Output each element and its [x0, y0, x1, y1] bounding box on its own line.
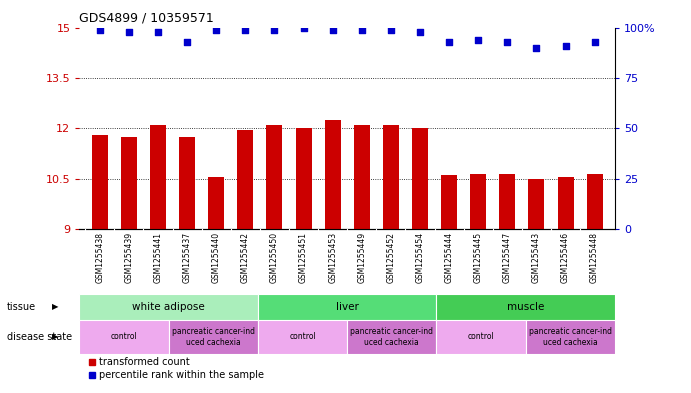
Text: pancreatic cancer-ind
uced cachexia: pancreatic cancer-ind uced cachexia [529, 327, 612, 347]
Point [182, 39, 193, 45]
Bar [354, 125, 370, 229]
Bar [296, 128, 312, 229]
Text: GSM1255454: GSM1255454 [415, 232, 424, 283]
Bar [441, 175, 457, 229]
Bar [267, 125, 283, 229]
Text: GSM1255437: GSM1255437 [182, 232, 191, 283]
Text: GSM1255452: GSM1255452 [386, 232, 395, 283]
Text: pancreatic cancer-ind
uced cachexia: pancreatic cancer-ind uced cachexia [172, 327, 255, 347]
Text: GSM1255441: GSM1255441 [153, 232, 162, 283]
Bar [121, 137, 137, 229]
Point [153, 28, 164, 35]
Bar [587, 174, 603, 229]
Bar [258, 294, 437, 320]
Point [298, 24, 309, 31]
Bar [412, 128, 428, 229]
Point [327, 26, 338, 33]
Point [589, 39, 600, 45]
Bar [237, 130, 254, 229]
Text: control: control [468, 332, 495, 342]
Bar [79, 320, 169, 354]
Text: tissue: tissue [7, 302, 36, 312]
Bar [169, 320, 258, 354]
Point [357, 26, 368, 33]
Bar [347, 320, 437, 354]
Bar [470, 174, 486, 229]
Bar [92, 135, 108, 229]
Point [240, 26, 251, 33]
Bar [179, 137, 195, 229]
Text: GSM1255438: GSM1255438 [95, 232, 104, 283]
Point [124, 28, 135, 35]
Bar [383, 125, 399, 229]
Text: disease state: disease state [7, 332, 72, 342]
Bar [529, 179, 545, 229]
Bar [79, 294, 258, 320]
Legend: transformed count, percentile rank within the sample: transformed count, percentile rank withi… [84, 354, 268, 384]
Bar [558, 177, 574, 229]
Point [560, 42, 571, 49]
Text: ▶: ▶ [52, 332, 59, 342]
Text: GSM1255453: GSM1255453 [328, 232, 337, 283]
Bar [437, 320, 526, 354]
Point [386, 26, 397, 33]
Text: white adipose: white adipose [133, 302, 205, 312]
Point [444, 39, 455, 45]
Point [415, 28, 426, 35]
Point [211, 26, 222, 33]
Text: GSM1255448: GSM1255448 [590, 232, 599, 283]
Text: liver: liver [336, 302, 359, 312]
Text: GSM1255446: GSM1255446 [561, 232, 570, 283]
Text: GSM1255447: GSM1255447 [503, 232, 512, 283]
Text: ▶: ▶ [52, 302, 59, 311]
Text: GSM1255439: GSM1255439 [124, 232, 133, 283]
Text: GSM1255451: GSM1255451 [299, 232, 308, 283]
Text: pancreatic cancer-ind
uced cachexia: pancreatic cancer-ind uced cachexia [350, 327, 433, 347]
Point [502, 39, 513, 45]
Point [269, 26, 280, 33]
Point [531, 44, 542, 51]
Text: GSM1255445: GSM1255445 [474, 232, 483, 283]
Text: GSM1255444: GSM1255444 [444, 232, 453, 283]
Point [94, 26, 105, 33]
Text: GSM1255440: GSM1255440 [211, 232, 220, 283]
Text: GSM1255442: GSM1255442 [241, 232, 250, 283]
Text: control: control [290, 332, 316, 342]
Bar [437, 294, 615, 320]
Text: GSM1255449: GSM1255449 [357, 232, 366, 283]
Bar [150, 125, 166, 229]
Bar [526, 320, 615, 354]
Bar [208, 177, 225, 229]
Text: GSM1255450: GSM1255450 [270, 232, 279, 283]
Text: GDS4899 / 10359571: GDS4899 / 10359571 [79, 12, 214, 25]
Text: GSM1255443: GSM1255443 [532, 232, 541, 283]
Text: control: control [111, 332, 138, 342]
Point [473, 37, 484, 43]
Bar [325, 120, 341, 229]
Bar [500, 174, 515, 229]
Text: muscle: muscle [507, 302, 545, 312]
Bar [258, 320, 347, 354]
